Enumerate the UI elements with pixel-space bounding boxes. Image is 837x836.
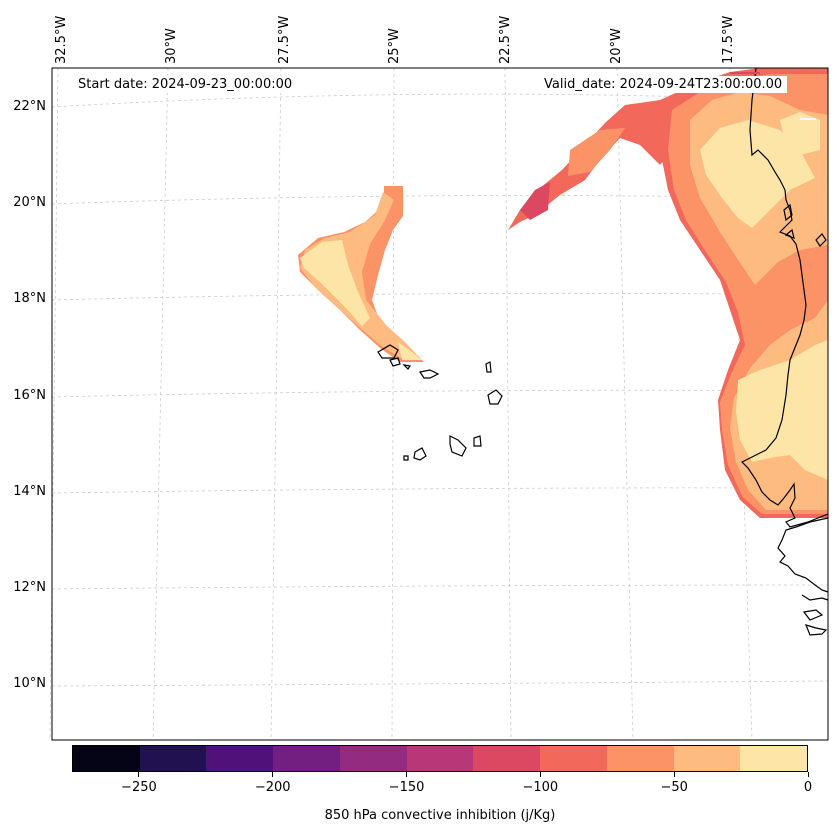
island-brava [403, 455, 409, 461]
colorbar-segment [473, 746, 541, 771]
island-sao-vicente [389, 357, 401, 367]
lon-label: 32.5°W [54, 15, 69, 64]
lon-label: 20°W [609, 28, 624, 64]
map-frame [51, 67, 829, 741]
cin-field-east-cream-2 [736, 340, 828, 480]
lat-label: 18°N [13, 291, 46, 306]
coast-detail-3 [815, 233, 827, 247]
colorbar-segment [540, 746, 607, 771]
lon-label: 27.5°W [277, 15, 292, 64]
cin-band-west-inner [300, 240, 370, 326]
lat-label: 22°N [13, 99, 46, 114]
cin-band-west-mid [300, 192, 420, 358]
island-boa-vista [487, 389, 503, 405]
cin-band-west-tip [398, 342, 422, 360]
colorbar-tick-label: −250 [121, 780, 157, 795]
colorbar-segment [273, 746, 340, 771]
cin-band-north-light [568, 128, 625, 176]
island-sao-nicolau [419, 369, 440, 379]
colorbar-segment [673, 746, 741, 771]
colorbar-title: 850 hPa convective inhibition (j/Kg) [324, 808, 556, 823]
lat-label: 14°N [13, 484, 46, 499]
lon-label: 30°W [164, 28, 179, 64]
lat-label: 20°N [13, 195, 46, 210]
island-fogo [413, 447, 427, 461]
cin-field-east-cream-1 [700, 120, 815, 228]
colorbar-tick [138, 772, 140, 777]
lon-label: 17.5°W [721, 15, 736, 64]
colorbar-tick-label: 0 [803, 780, 813, 795]
coast-detail-1 [783, 203, 793, 222]
cin-field-east-cream-3 [780, 112, 820, 155]
colorbar-segment [206, 746, 274, 771]
island-santiago [449, 435, 467, 457]
colorbar-tick-label: −150 [388, 780, 425, 795]
cin-contours [298, 68, 828, 518]
coast-detail-2 [784, 228, 795, 239]
colorbar-tick [673, 772, 675, 777]
colorbar-segment [740, 746, 808, 771]
valid-date-label: Valid_date: 2024-09-24T23:00:00.00 [539, 76, 788, 93]
lon-label: 25°W [387, 28, 402, 64]
colorbar-tick [539, 772, 541, 777]
start-date-label: Start date: 2024-09-23_00:00:00 [73, 76, 298, 93]
cape-verde-islands [377, 344, 503, 461]
colorbar-tick-label: −50 [660, 780, 688, 795]
colorbar-segment [73, 746, 140, 771]
colorbar-tick [406, 772, 408, 777]
colorbar-segment [406, 746, 474, 771]
island-santa-luzia [402, 364, 412, 370]
senegal-gambia-coast [777, 517, 829, 593]
colorbar [72, 745, 808, 772]
colorbar-segment [139, 746, 207, 771]
cin-band-north [508, 100, 700, 230]
lat-label: 16°N [13, 388, 46, 403]
lat-label: 10°N [13, 676, 46, 691]
colorbar-tick-label: −200 [254, 780, 291, 795]
map-panel [49, 67, 829, 741]
island-santo-antao [377, 344, 399, 359]
cin-band-north-dark [520, 182, 550, 220]
island-maio [473, 435, 482, 447]
colorbar-tick [807, 772, 809, 777]
africa-coastline [740, 67, 829, 528]
colorbar-segment [606, 746, 674, 771]
lon-label: 22.5°W [498, 15, 513, 64]
colorbar-tick-label: −100 [522, 780, 559, 795]
coastlines [740, 67, 829, 636]
colorbar-tick [272, 772, 274, 777]
guinea-bissau-coast [801, 594, 829, 636]
island-sal [485, 361, 492, 373]
lat-label: 12°N [13, 580, 46, 595]
colorbar-segment [339, 746, 407, 771]
